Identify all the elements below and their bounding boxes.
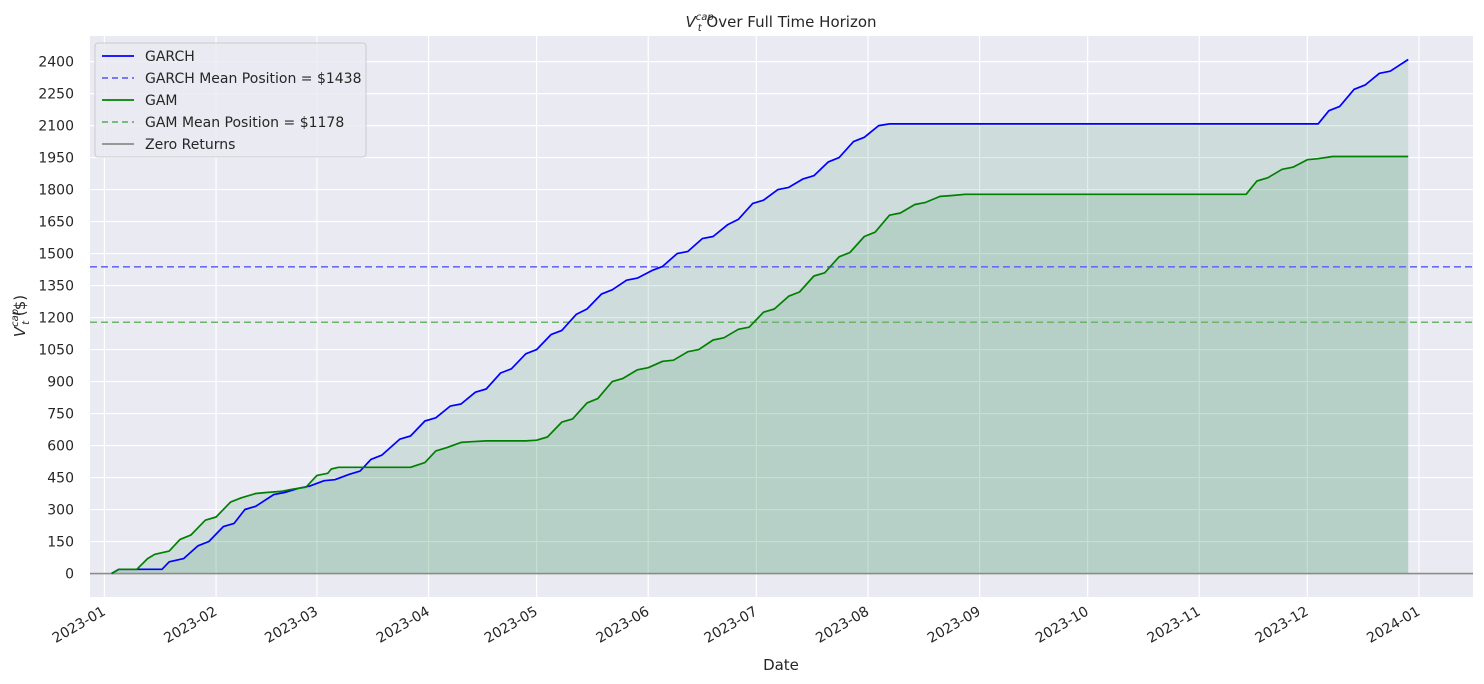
x-tick-label: 2023-08 [813,604,872,647]
x-tick-label: 2023-11 [1145,604,1204,647]
grid [90,36,1473,597]
series-line [111,155,1409,575]
x-tick-label: 2023-05 [482,604,541,647]
y-tick-label: 1050 [38,343,74,359]
x-tick-label: 2023-04 [374,604,433,647]
y-tick-label: 1650 [38,215,74,231]
y-tick-label: 0 [65,567,74,583]
y-tick-label: 1200 [38,311,74,327]
x-tick-label: 2023-01 [50,604,109,647]
y-tick-labels: 0 150 300 450 600 750 900 1050 1200 1350 1500 1650 1… [38,55,74,583]
y-tick-label: 2400 [38,55,74,71]
legend-label: GAM [145,93,178,109]
y-tick-label: 1800 [38,183,74,199]
legend-label: GAM Mean Position = $1178 [145,115,344,131]
series-fill [111,156,1409,574]
y-tick-label: 2250 [38,87,74,103]
x-axis-title: Date [763,656,799,674]
y-tick-label: 600 [47,439,74,455]
x-tick-label: 2023-07 [702,604,761,647]
x-tick-label: 2023-10 [1033,604,1092,647]
y-tick-label: 300 [47,503,74,519]
legend-box [94,42,367,158]
chart-title: Vcap t Over Full Time Horizon [685,12,876,34]
y-tick-label: 1350 [38,279,74,295]
y-tick-label: 150 [47,535,74,551]
x-tick-label: 2023-06 [594,604,653,647]
x-tick-label: 2023-03 [262,604,321,647]
x-tick-label: 2023-12 [1253,604,1312,647]
legend-label: GARCH Mean Position = $1438 [145,71,361,87]
y-tick-label: 900 [47,375,74,391]
y-tick-label: 1950 [38,151,74,167]
series-line [111,58,1409,575]
y-axis-title: Vcapt ($) [10,295,32,337]
series-lines [111,58,1409,575]
x-tick-labels: 2023-01 2023-02 2023-03 2023-04 2023-05 2023-… [50,604,1423,647]
legend-label: GARCH [145,49,195,65]
x-tick-label: 2023-09 [925,604,984,647]
y-tick-label: 450 [47,471,74,487]
x-tick-label: 2023-02 [161,604,220,647]
y-tick-label: 1500 [38,247,74,263]
y-tick-label: 2100 [38,119,74,135]
legend-label: Zero Returns [145,137,235,153]
legend: GARCH GARCH Mean Position = $1438 GAM GAM M… [94,42,367,158]
x-tick-label: 2024-01 [1364,604,1423,647]
y-tick-label: 750 [47,407,74,423]
reference-lines [90,265,1473,575]
